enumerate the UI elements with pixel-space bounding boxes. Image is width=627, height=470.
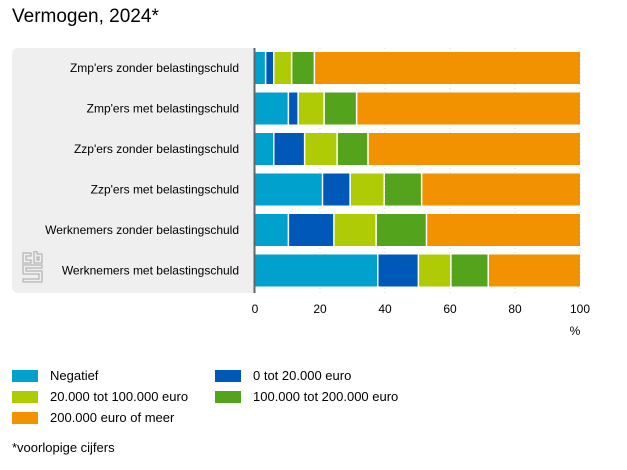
bar-segment (427, 214, 580, 246)
stacked-bar-chart: Zmp'ers zonder belastingschuld Zmp'ers me… (45, 48, 590, 338)
bar-segment (255, 254, 377, 287)
legend-swatch (12, 390, 38, 403)
legend-swatch (12, 369, 38, 382)
x-tick-label: 20 (313, 302, 327, 316)
bar-segment (334, 214, 376, 246)
bar-segment (451, 254, 488, 287)
bar-segment (289, 92, 298, 125)
legend-item: 100.000 tot 200.000 euro (215, 389, 398, 404)
bar-segment (305, 133, 337, 165)
category-label: Werknemers met belastingschuld (62, 264, 239, 278)
bar-segment (255, 52, 265, 84)
legend-item: Negatief (12, 368, 98, 383)
bar-segment (255, 173, 322, 206)
category-panel (12, 48, 255, 293)
category-label: Zzp'ers zonder belastingschuld (74, 142, 239, 156)
legend-label: 0 tot 20.000 euro (253, 368, 352, 383)
legend-label: Negatief (50, 368, 99, 383)
bar-segment (489, 254, 580, 287)
legend-swatch (215, 390, 241, 403)
category-label: Zzp'ers met belastingschuld (91, 183, 239, 197)
bar-segment (298, 92, 324, 125)
legend-item: 0 tot 20.000 euro (215, 368, 351, 383)
bar-segment (385, 173, 421, 206)
bar-segment (266, 52, 273, 84)
legend-item: 200.000 euro of meer (12, 410, 174, 425)
legend-label: 100.000 tot 200.000 euro (253, 389, 399, 404)
bar-segment (368, 133, 580, 165)
legend-item: 20.000 tot 100.000 euro (12, 389, 188, 404)
x-tick-label: 100 (570, 302, 590, 316)
category-label: Zmp'ers met belastingschuld (87, 102, 239, 116)
bar-segment (315, 52, 580, 84)
bar-segment (357, 92, 580, 125)
bar-segment (422, 173, 580, 206)
chart-title: Vermogen, 2024* (12, 6, 159, 27)
legend-swatch (12, 411, 38, 424)
bar-segment (255, 133, 273, 165)
bar-segment (292, 52, 314, 84)
x-tick-label: 40 (378, 302, 392, 316)
bar-segment (289, 214, 334, 246)
bar-segment (324, 92, 356, 125)
category-label: Werknemers zonder belastingschuld (45, 223, 239, 237)
bar-segment (376, 214, 426, 246)
x-tick-label: 0 (252, 302, 259, 316)
footnote: *voorlopige cijfers (12, 440, 115, 455)
x-tick-label: 80 (508, 302, 522, 316)
bar-segment (255, 214, 288, 246)
bar-segment (350, 173, 384, 206)
bar-segment (378, 254, 418, 287)
legend-label: 20.000 tot 100.000 euro (50, 389, 189, 404)
bar-segment (323, 173, 350, 206)
bar-segment (419, 254, 451, 287)
x-tick-label: 60 (443, 302, 457, 316)
bar-segment (274, 52, 291, 84)
legend-label: 200.000 euro of meer (50, 410, 175, 425)
cbs-logo-icon (22, 251, 43, 283)
x-axis-label: % (570, 324, 581, 338)
category-label: Zmp'ers zonder belastingschuld (70, 61, 239, 75)
bar-segment (274, 133, 304, 165)
bar-segment (337, 133, 368, 165)
legend-swatch (215, 369, 241, 382)
bar-segment (255, 92, 288, 125)
